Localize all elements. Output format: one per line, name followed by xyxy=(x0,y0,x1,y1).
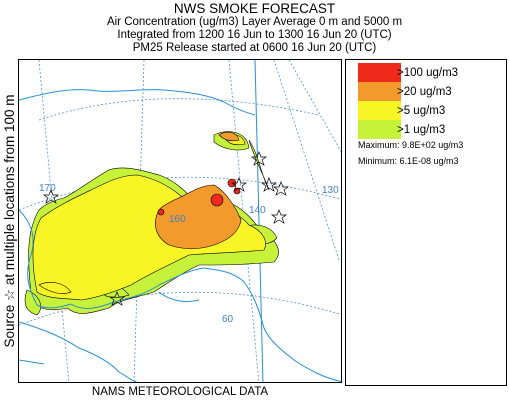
lon-160-label: 160 xyxy=(169,214,186,225)
source-star-icon xyxy=(42,189,60,204)
source-star-icon xyxy=(260,177,278,192)
source-star-icon xyxy=(272,181,290,196)
legend-swatch-100 xyxy=(358,63,401,82)
source-star-icon xyxy=(250,151,268,166)
minimum-value: Minimum: 6.1E-08 ug/m3 xyxy=(358,156,459,166)
lon-130-label: 130 xyxy=(322,185,339,196)
source-markers xyxy=(42,151,290,306)
coastline xyxy=(19,89,341,382)
lat-60-label: 60 xyxy=(222,314,234,325)
forecast-map: 170 160 140 130 60 xyxy=(18,59,342,383)
concentration-description: Air Concentration (ug/m3) Layer Average … xyxy=(106,16,403,28)
lon-170-label: 170 xyxy=(39,183,56,194)
source-label-text: Source ☆ at multiple locations from 100 … xyxy=(2,94,17,348)
legend-item-1: >1 ug/m3 xyxy=(358,120,449,139)
border-line xyxy=(254,60,264,382)
legend-swatch-1 xyxy=(358,120,401,139)
legend-label-5: >5 ug/m3 xyxy=(397,104,446,117)
legend-swatch-5 xyxy=(358,101,401,120)
legend-item-20: >20 ug/m3 xyxy=(358,82,456,101)
meteorological-data-label: NAMS METEOROLOGICAL DATA xyxy=(91,386,269,398)
graticule xyxy=(19,60,341,382)
release-info: PM25 Release started at 0600 16 Jun 20 (… xyxy=(132,42,377,54)
source-star-icon xyxy=(230,177,248,192)
smoke-level-100 xyxy=(157,178,241,216)
legend-panel: >100 ug/m3 >20 ug/m3 >5 ug/m3 >1 ug/m3 M… xyxy=(345,59,507,386)
legend-swatch-20 xyxy=(358,82,401,101)
source-star-icon xyxy=(270,209,288,224)
integration-period: Integrated from 1200 16 Jun to 1300 16 J… xyxy=(117,29,392,41)
legend-item-100: >100 ug/m3 xyxy=(358,63,462,82)
map-title: NWS SMOKE FORECAST xyxy=(173,1,336,16)
source-star-icon xyxy=(108,291,126,306)
legend-label-100: >100 ug/m3 xyxy=(397,66,459,79)
map-canvas: 170 160 140 130 60 xyxy=(19,60,341,382)
lon-140-label: 140 xyxy=(249,205,266,216)
legend-label-20: >20 ug/m3 xyxy=(397,85,452,98)
legend-item-5: >5 ug/m3 xyxy=(358,101,449,120)
legend-label-1: >1 ug/m3 xyxy=(397,123,446,136)
maximum-value: Maximum: 9.8E+02 ug/m3 xyxy=(358,140,464,150)
